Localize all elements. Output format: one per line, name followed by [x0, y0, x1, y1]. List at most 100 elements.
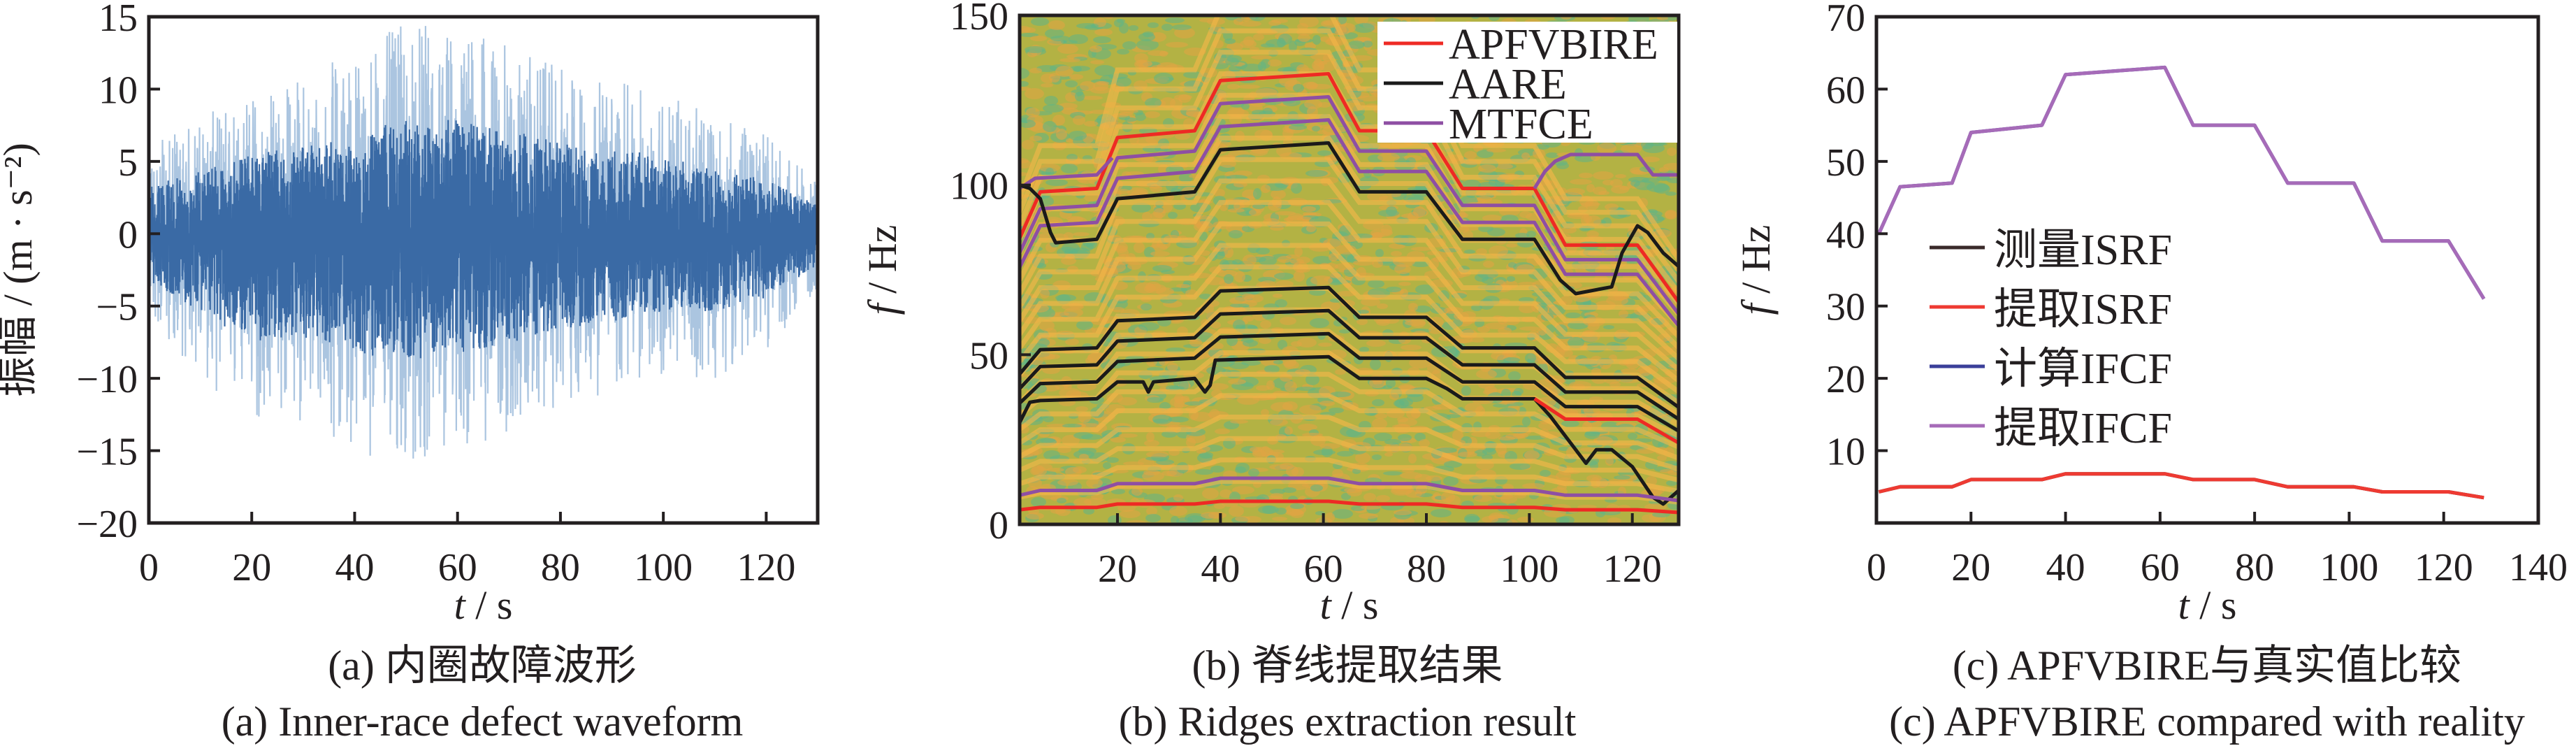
series-line-AARE [1020, 331, 1679, 433]
spectrogram-speckle [1249, 209, 1261, 216]
spectrogram-harmonic-ridge [1020, 243, 1679, 383]
spectrogram-speckle [1338, 15, 1347, 24]
spectrogram-speckle [1441, 492, 1455, 503]
spectrogram-speckle [1051, 312, 1069, 316]
y-tick-label: −20 [76, 503, 138, 546]
spectrogram-speckle [1059, 58, 1080, 62]
spectrogram-speckle [1486, 148, 1506, 152]
spectrogram-speckle [1319, 443, 1340, 449]
spectrogram-speckle [1195, 469, 1213, 475]
spectrogram-speckle [1483, 261, 1494, 268]
spectrogram-speckle [1150, 212, 1163, 220]
spectrogram-speckle [1046, 424, 1069, 428]
x-axis-label: t / s [2178, 582, 2237, 628]
spectrogram-speckle [1593, 171, 1614, 180]
spectrogram-speckle [1496, 164, 1513, 169]
spectrogram-speckle [1264, 365, 1280, 373]
y-axis-label-unit: / Hz [1733, 225, 1779, 304]
spectrogram-speckle [1232, 486, 1254, 494]
spectrogram-speckle [1117, 19, 1125, 23]
spectrogram-speckle [1169, 386, 1185, 390]
spectrogram-speckle [1278, 34, 1292, 45]
spectrogram-speckle [1461, 386, 1471, 396]
spectrogram-speckle [1045, 179, 1068, 186]
spectrogram-speckle [1561, 420, 1579, 427]
spectrogram-speckle [1065, 92, 1078, 102]
spectrogram-speckle [1363, 493, 1376, 501]
spectrogram-speckle [1228, 379, 1246, 385]
y-tick-label: 0 [989, 504, 1008, 547]
spectrogram-speckle [1118, 433, 1138, 438]
spectrogram-speckle [1065, 467, 1082, 477]
spectrogram-speckle [1020, 172, 1028, 176]
y-tick-label: 70 [1826, 0, 1865, 40]
spectrogram-speckle [1131, 203, 1151, 213]
spectrogram-speckle [1061, 164, 1078, 173]
y-axis-label: 振幅 / (m · s⁻²) [0, 143, 41, 397]
spectrogram-speckle [1565, 188, 1585, 195]
spectrogram-speckle [1294, 271, 1305, 282]
legend-label: MTFCE [1449, 101, 1593, 148]
spectrogram-speckle [1090, 45, 1102, 52]
spectrogram-speckle [1022, 27, 1036, 33]
spectrogram-speckle [1167, 363, 1178, 371]
y-tick-label: 20 [1826, 358, 1865, 401]
spectrogram-speckle [1408, 303, 1418, 311]
spectrogram-speckle [1241, 103, 1250, 110]
spectrogram-speckle [1329, 408, 1344, 413]
spectrogram-speckle [1057, 498, 1066, 503]
spectrogram-speckle [1521, 152, 1530, 159]
spectrogram-speckle [1447, 414, 1461, 418]
spectrogram-speckle [1657, 455, 1667, 461]
spectrogram-speckle [1243, 254, 1257, 266]
series-line-MTFCE [1020, 157, 1114, 190]
spectrogram-speckle [1057, 44, 1078, 54]
spectrogram-speckle [1458, 452, 1477, 457]
spectrogram-speckle [1319, 401, 1335, 406]
spectrogram-speckle [1597, 143, 1616, 154]
x-axis-label-var: t [1320, 582, 1333, 628]
spectrogram-speckle [1260, 320, 1271, 329]
spectrogram-speckle [1579, 173, 1593, 178]
spectrogram-speckle [1136, 39, 1159, 50]
spectrogram-speckle [1020, 68, 1029, 79]
x-tick-label: 120 [737, 546, 795, 589]
spectrogram-speckle [1259, 256, 1277, 266]
spectrogram-speckle [1270, 419, 1288, 426]
spectrogram-speckle [1233, 320, 1245, 331]
spectrogram-harmonic-ridge [1020, 393, 1679, 461]
spectrogram-speckle [1029, 68, 1042, 73]
spectrogram-speckle [1040, 289, 1050, 299]
spectrogram-speckle [1145, 282, 1161, 292]
spectrogram-speckle [1273, 294, 1282, 298]
spectrogram-speckle [1148, 50, 1168, 56]
spectrogram-speckle [1306, 82, 1317, 90]
spectrogram-speckle [1414, 433, 1426, 441]
spectrogram-speckle [1505, 433, 1525, 439]
spectrogram-speckle [1268, 20, 1281, 26]
x-tick-label: 60 [2141, 546, 2180, 589]
spectrogram-speckle [1419, 439, 1430, 447]
spectrogram-speckle [1224, 38, 1236, 44]
spectrogram-speckle [1297, 23, 1308, 30]
spectrogram-speckle [1394, 510, 1412, 515]
spectrogram-speckle [1577, 505, 1597, 509]
spectrogram-speckle [1444, 461, 1462, 468]
spectrogram-speckle [1289, 124, 1307, 130]
spectrogram-speckle [1312, 256, 1332, 264]
spectrogram-speckle [1025, 46, 1045, 53]
spectrogram-speckle [1276, 145, 1291, 157]
spectrogram-speckle [1020, 120, 1036, 128]
spectrogram-speckle [1519, 211, 1532, 218]
spectrogram-speckle [1375, 249, 1384, 257]
spectrogram-speckle [1510, 463, 1531, 470]
spectrogram-speckle [1278, 256, 1291, 263]
spectrogram-speckle [1297, 338, 1317, 347]
spectrogram-harmonic-ridge [1020, 436, 1679, 483]
spectrogram-speckle [1242, 294, 1254, 299]
x-tick-label: 60 [438, 546, 477, 589]
spectrogram-speckle [1148, 22, 1159, 28]
spectrogram-speckle [1152, 265, 1172, 272]
spectrogram-speckle [1256, 385, 1270, 391]
